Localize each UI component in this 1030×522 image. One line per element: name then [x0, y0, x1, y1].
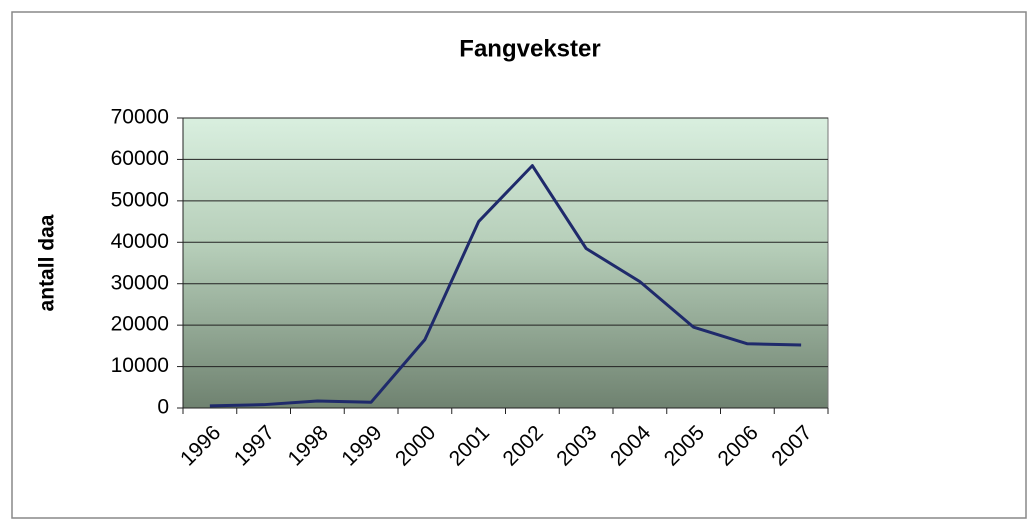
y-axis-label: antall daa: [36, 214, 59, 311]
y-tick-label: 0: [157, 396, 169, 419]
y-tick-label: 60000: [111, 147, 169, 170]
chart-title: Fangvekster: [459, 35, 600, 62]
y-tick-label: 70000: [111, 106, 169, 129]
data-line: [209, 164, 802, 408]
y-tick-label: 10000: [111, 354, 169, 377]
y-tick-label: 50000: [111, 188, 169, 211]
y-tick-label: 40000: [111, 230, 169, 253]
y-tick-label: 30000: [111, 271, 169, 294]
plot-area: [182, 117, 829, 409]
y-tick-label: 20000: [111, 313, 169, 336]
